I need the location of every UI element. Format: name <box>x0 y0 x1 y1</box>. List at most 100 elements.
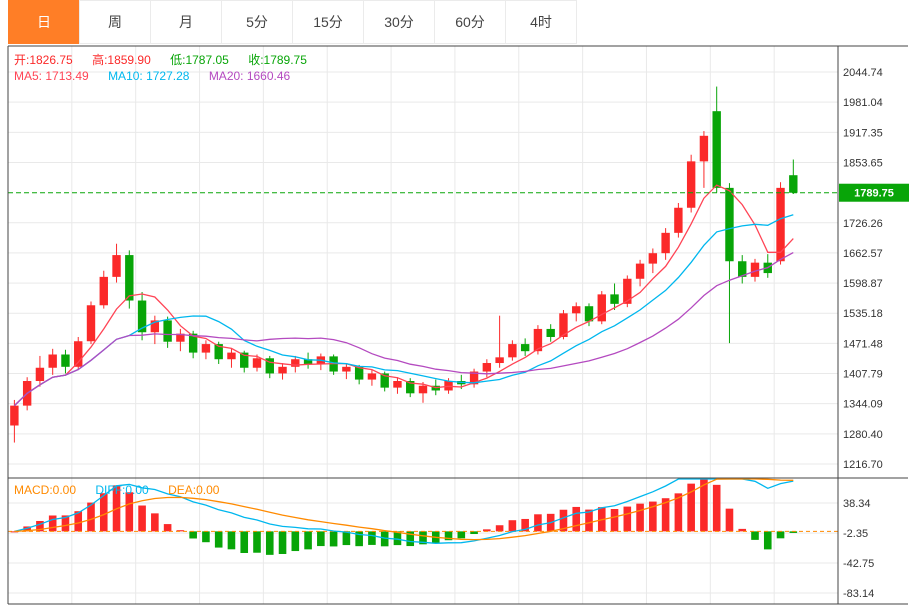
candle <box>520 344 530 352</box>
tab-15min[interactable]: 15分 <box>292 0 364 44</box>
low-value: 低:1787.05 <box>170 53 229 67</box>
candle <box>699 135 709 162</box>
candle <box>99 276 108 306</box>
macd-bar <box>751 531 759 540</box>
candle <box>354 366 364 380</box>
macd-axis-label: -83.14 <box>843 588 874 600</box>
candle <box>61 354 70 367</box>
candle <box>546 328 555 337</box>
candle <box>776 187 785 262</box>
candle <box>623 278 632 304</box>
ma20-value: MA20: 1660.46 <box>208 69 291 83</box>
diff-value: DIFF:0.00 <box>95 483 149 497</box>
price-axis-label: 1726.26 <box>843 218 883 230</box>
candle <box>303 359 313 364</box>
price-axis-label: 1853.65 <box>843 157 883 169</box>
macd-bar <box>163 524 172 532</box>
candles <box>10 86 798 443</box>
candle <box>48 354 57 368</box>
candle <box>240 352 249 368</box>
tab-5min[interactable]: 5分 <box>221 0 293 44</box>
candle <box>252 358 262 368</box>
macd-bar <box>572 506 581 532</box>
candle <box>188 333 198 353</box>
candle <box>508 344 517 358</box>
macd-bar <box>253 531 261 553</box>
dea-value: DEA:0.00 <box>168 483 220 497</box>
macd-bar <box>138 505 146 532</box>
macd-bar <box>534 514 542 532</box>
candle <box>674 207 683 233</box>
candle <box>469 371 479 385</box>
candle <box>418 385 428 394</box>
price-axis-label: 1535.18 <box>843 308 883 320</box>
ma10-line <box>13 214 794 407</box>
current-price-badge: 1789.75 <box>839 183 909 202</box>
open-value: 开:1826.75 <box>14 53 73 67</box>
tab-4hour[interactable]: 4时 <box>505 0 577 44</box>
macd-bar <box>623 506 632 532</box>
macd-bar <box>317 531 325 547</box>
candle <box>74 341 83 367</box>
candle <box>572 306 581 314</box>
candle <box>393 381 402 388</box>
macd-bar <box>265 531 274 555</box>
close-value: 收:1789.75 <box>248 53 307 67</box>
macd-bar <box>240 531 249 553</box>
candle <box>342 366 351 372</box>
macd-bar <box>406 531 415 547</box>
candle <box>367 373 377 380</box>
macd-bar <box>674 493 683 532</box>
macd-bar <box>521 518 529 532</box>
macd-bar <box>559 509 568 532</box>
candle <box>635 263 645 279</box>
price-axis-label: 1344.09 <box>843 399 883 411</box>
current-price-label: 1789.75 <box>854 188 894 200</box>
plot-borders <box>7 45 908 605</box>
macd-bar <box>789 531 798 533</box>
macd-value: MACD:0.00 <box>14 483 77 497</box>
macd-bar <box>48 515 57 532</box>
tab-30min[interactable]: 30分 <box>363 0 435 44</box>
macd-bar <box>763 531 772 550</box>
candle <box>712 111 721 188</box>
tab-60min[interactable]: 60分 <box>434 0 506 44</box>
macd-bar <box>36 520 44 532</box>
candle <box>750 262 760 277</box>
macd-bar <box>151 513 159 532</box>
candle <box>137 300 147 333</box>
candle <box>380 373 389 388</box>
candle <box>227 352 236 360</box>
macd-axis-label: 38.34 <box>843 498 871 510</box>
macd-bar <box>10 531 19 533</box>
macd-bar <box>368 531 376 545</box>
candle <box>495 357 504 364</box>
macd-bar <box>700 479 708 532</box>
macd-bar <box>457 531 466 539</box>
macd-bar <box>610 509 619 532</box>
candle <box>584 306 594 322</box>
tab-month[interactable]: 月 <box>150 0 222 44</box>
macd-bar <box>712 484 721 532</box>
macd-bar <box>355 531 363 547</box>
tab-day[interactable]: 日 <box>8 0 80 44</box>
ma20-line <box>13 252 794 407</box>
price-axis-label: 1917.35 <box>843 127 883 139</box>
candle <box>150 320 160 333</box>
macd-bar <box>393 531 402 546</box>
diff-line <box>14 478 794 544</box>
ma10-value: MA10: 1727.28 <box>108 69 190 83</box>
candle <box>278 366 287 374</box>
candle <box>738 261 747 277</box>
tab-week[interactable]: 周 <box>79 0 151 44</box>
macd-bar <box>636 503 644 532</box>
macd-bar <box>291 531 300 552</box>
macd-header: MACD:0.00 DIFF:0.00 DEA:0.00 <box>14 483 235 497</box>
high-value: 高:1859.90 <box>92 53 151 67</box>
macd-bar <box>74 511 83 532</box>
macd-bar <box>738 528 747 532</box>
candle <box>686 161 696 208</box>
candle <box>725 187 734 262</box>
candle <box>176 333 185 342</box>
